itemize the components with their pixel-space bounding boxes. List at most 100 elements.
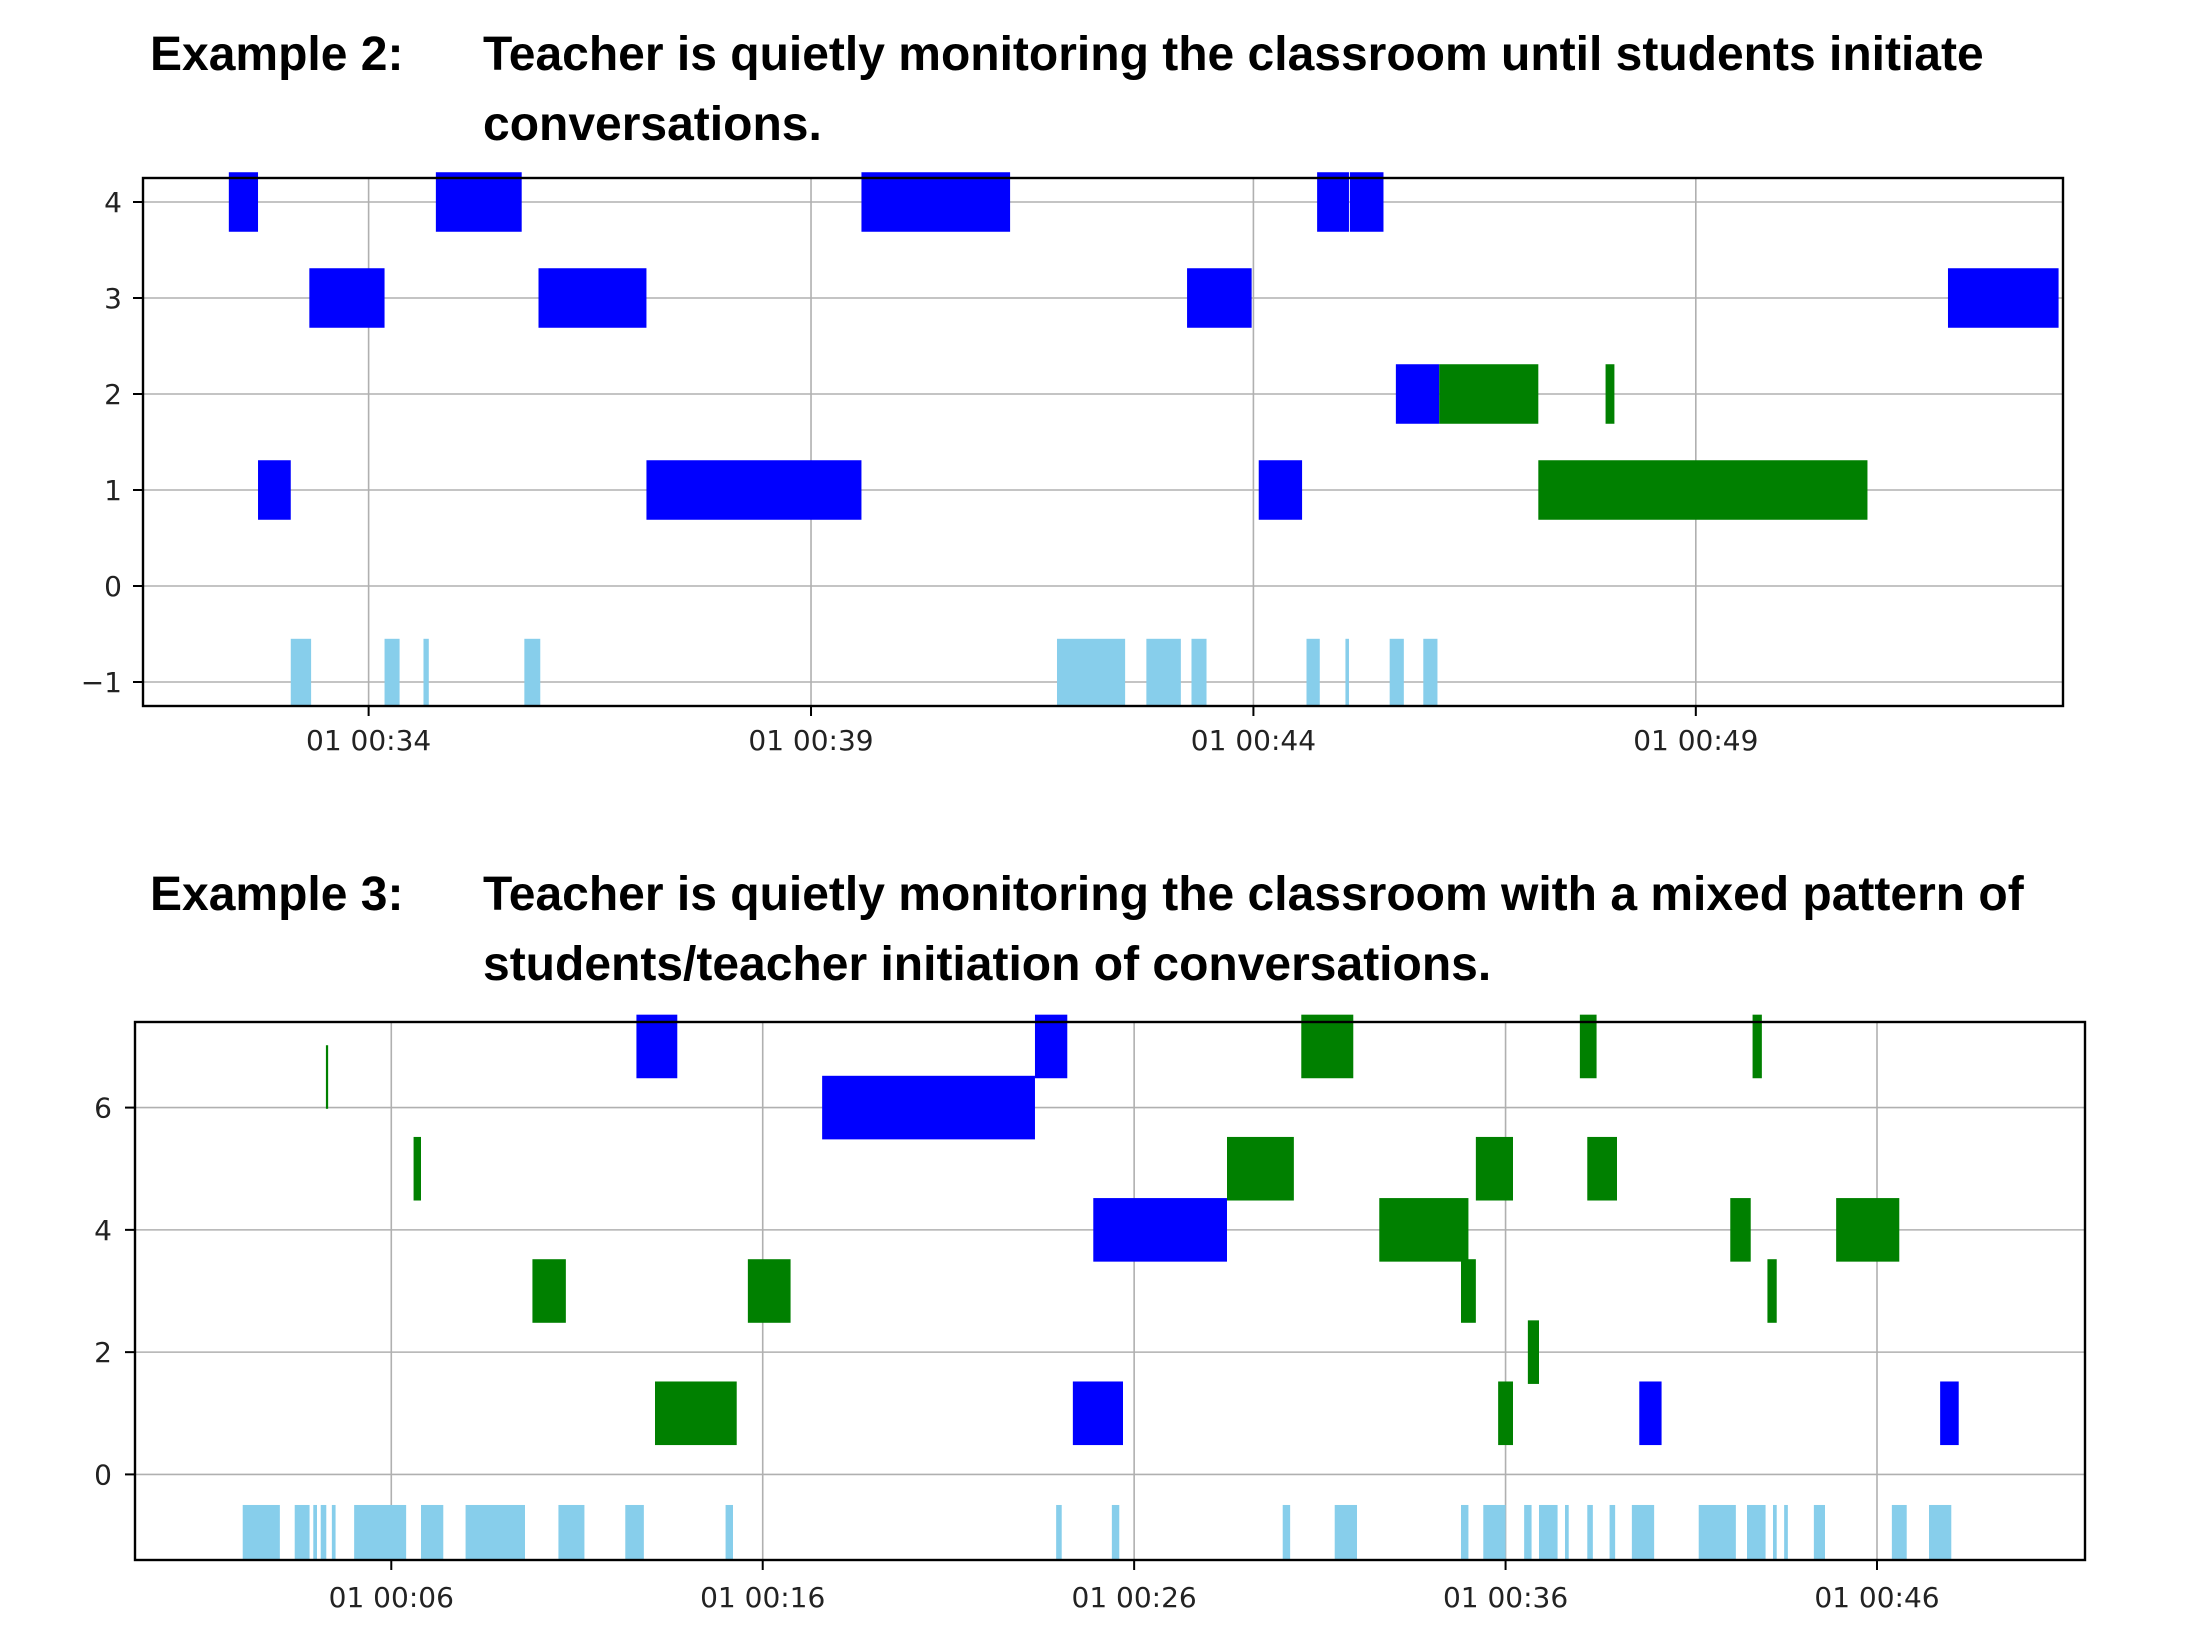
activity-span — [421, 1504, 444, 1560]
example-3-description: Teacher is quietly monitoring the classr… — [483, 868, 2024, 991]
y-tick-label: −1 — [81, 666, 122, 699]
activity-span — [294, 1504, 310, 1560]
student-bar — [1301, 1014, 1354, 1079]
teacher-bar — [1349, 172, 1384, 232]
activity-span — [1587, 1504, 1593, 1560]
activity-span — [1306, 638, 1320, 706]
activity-span — [725, 1504, 733, 1560]
activity-span — [320, 1504, 327, 1560]
y-tick-label: 2 — [104, 378, 122, 411]
y-tick-label: 4 — [94, 1214, 112, 1247]
example-2-caption: Example 2: Teacher is quietly monitoring… — [0, 20, 2196, 160]
activity-span — [1282, 1504, 1291, 1560]
student-bar — [1730, 1198, 1751, 1262]
teacher-bar — [636, 1014, 678, 1079]
teacher-bar — [646, 460, 862, 520]
activity-span — [1461, 1504, 1469, 1560]
x-tick-label: 01 00:34 — [306, 724, 431, 757]
activity-span — [1773, 1504, 1777, 1560]
x-tick-label: 01 00:06 — [329, 1581, 454, 1614]
y-tick-label: 1 — [104, 474, 122, 507]
x-tick-label: 01 00:16 — [700, 1581, 825, 1614]
plot-frame — [133, 1020, 2087, 1562]
activity-span — [1389, 638, 1404, 706]
activity-span — [1609, 1504, 1616, 1560]
activity-span — [1056, 638, 1126, 706]
plot-frame — [141, 176, 2065, 708]
teacher-bar — [1093, 1198, 1227, 1262]
student-bar — [413, 1136, 421, 1201]
activity-span — [331, 1504, 336, 1560]
student-bar — [1579, 1014, 1597, 1079]
activity-span — [313, 1504, 317, 1560]
teacher-bar — [1940, 1381, 1959, 1446]
student-bar — [655, 1381, 737, 1446]
activity-span — [354, 1504, 407, 1560]
x-tick-label: 01 00:44 — [1191, 724, 1316, 757]
activity-span — [1813, 1504, 1825, 1560]
student-bar — [1587, 1136, 1617, 1201]
activity-span — [1111, 1504, 1120, 1560]
activity-span — [423, 638, 429, 706]
student-bar — [1767, 1259, 1777, 1323]
example-2-description: Teacher is quietly monitoring the classr… — [483, 28, 1984, 151]
student-bar — [1538, 460, 1868, 520]
teacher-bar — [258, 460, 291, 520]
teacher-bar — [435, 172, 522, 232]
student-bar — [1475, 1136, 1513, 1201]
x-tick-label: 01 00:46 — [1814, 1581, 1939, 1614]
activity-span — [1784, 1504, 1788, 1560]
activity-span — [1891, 1504, 1907, 1560]
plot-area — [135, 1022, 2085, 1560]
teacher-bar — [1258, 460, 1303, 520]
y-tick-label: 0 — [94, 1458, 112, 1491]
activity-span — [1345, 638, 1349, 706]
activity-span — [524, 638, 541, 706]
student-bar — [1227, 1136, 1294, 1201]
y-tick-label: 0 — [104, 570, 122, 603]
example-3-caption: Example 3: Teacher is quietly monitoring… — [0, 860, 2196, 1000]
student-bar — [747, 1259, 791, 1323]
student-bar — [1752, 1014, 1762, 1079]
activity-span — [625, 1504, 644, 1560]
teacher-bar — [1317, 172, 1349, 232]
student-bar — [1439, 364, 1539, 424]
plot-area — [143, 178, 2063, 706]
activity-span — [465, 1504, 525, 1560]
example-3-chart: 01 00:06 01 00:16 01 00:26 01 00:36 01 00:46… — [94, 1014, 2087, 1614]
activity-span — [1747, 1504, 1766, 1560]
activity-span — [1539, 1504, 1558, 1560]
activity-span — [1524, 1504, 1532, 1560]
activity-span — [1334, 1504, 1357, 1560]
example-2-heading: Example 2: — [150, 28, 404, 81]
activity-span — [1698, 1504, 1736, 1560]
x-tick-label: 01 00:49 — [1633, 724, 1758, 757]
x-tick-label: 01 00:39 — [748, 724, 873, 757]
activity-span — [1929, 1504, 1952, 1560]
activity-span — [1146, 638, 1181, 706]
teacher-bar — [822, 1075, 1035, 1140]
student-bar — [325, 1045, 329, 1109]
y-tick-label: 3 — [104, 282, 122, 315]
teacher-bar — [538, 268, 647, 328]
activity-span — [1056, 1504, 1062, 1560]
example-2-chart: 01 00:34 01 00:39 01 00:44 01 00:49 −1 0 1 2 3 4 — [81, 172, 2065, 757]
teacher-bar — [1947, 268, 2059, 328]
activity-span — [290, 638, 312, 706]
student-bar — [1498, 1381, 1513, 1446]
activity-span — [1423, 638, 1438, 706]
activity-span — [1631, 1504, 1655, 1560]
teacher-bar — [1187, 268, 1252, 328]
activity-span — [558, 1504, 585, 1560]
y-tick-label: 2 — [94, 1336, 112, 1369]
example-3-heading: Example 3: — [150, 868, 404, 921]
student-bar — [1836, 1198, 1900, 1262]
teacher-bar — [309, 268, 385, 328]
teacher-bar — [228, 172, 259, 232]
activity-span — [1191, 638, 1207, 706]
y-tick-label: 4 — [104, 186, 122, 219]
student-bar — [532, 1259, 566, 1323]
teacher-bar — [1639, 1381, 1662, 1446]
student-bar — [1527, 1320, 1539, 1384]
x-tick-label: 01 00:36 — [1443, 1581, 1568, 1614]
